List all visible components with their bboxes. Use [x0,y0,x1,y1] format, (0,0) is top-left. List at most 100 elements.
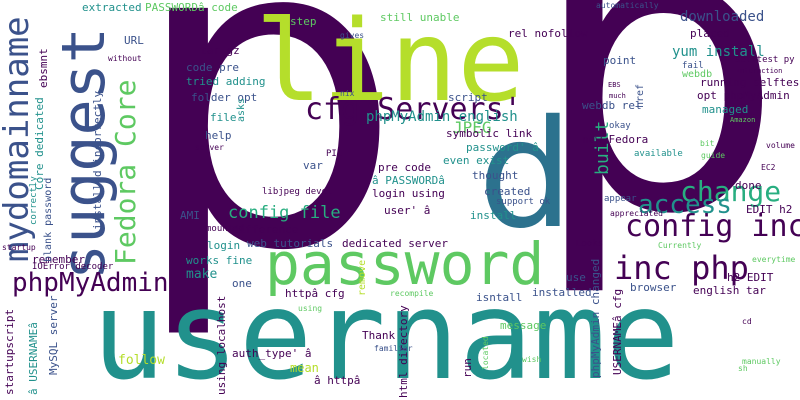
word-managed: managed [702,103,749,116]
word-edit-h2: EDIT h2 [746,203,793,216]
word-script: script [448,91,488,104]
word-appreciated: appreciated [610,209,663,218]
word-installed-incorrectly: installed incorrectly [91,90,104,230]
word-p-right: p [530,0,784,302]
word-using: using [298,304,323,313]
word-cd: cd [742,317,752,326]
word-appear: appear [604,194,637,204]
word-phpmyadmin-changed: phpMyAdmin changed [589,258,602,378]
word-usernamea-cfg: USERNAMEâ cfg [611,288,624,375]
word-code-pre: code pre [186,61,239,74]
word-sh: sh [738,364,748,373]
word-change: change [680,175,782,208]
word-login: login [207,239,241,252]
word-phpmyadmin-english: phpMyAdmin english [366,109,518,125]
word-bit: bit [700,139,715,148]
word-point: point [603,54,637,67]
word-wish: wish [522,355,542,364]
word-use: use [566,271,586,284]
word-everytime: everytime [752,255,796,264]
word-mounted: mounted [206,224,244,234]
word-ec2: EC2 [761,163,776,172]
word-url: URL [124,34,144,47]
word-correctly: correctly [29,176,39,225]
word-yum-install: yum install [672,44,765,60]
word-ioerror-decoder: IOError decoder [32,262,114,272]
word-thank: Thank [362,329,396,342]
word-interaction: interaction [736,67,783,75]
word-server: server [195,143,224,152]
word-english-tar: english tar [693,284,766,297]
word-support-ok: support ok [496,197,551,207]
word-startup: startup [2,243,36,252]
word-mydomainname: mydomainname [0,16,37,262]
word-run: run [461,358,474,378]
word-a-passworda: â PASSWORDâ [372,174,445,187]
word-new-fedora: new Fedora [582,133,649,146]
word-ami: AMI [180,209,200,222]
word-selftest-py: selftest py [735,55,795,65]
word-phpmyadmin: phpMyAdmin [12,268,169,298]
word-inc-php: inc php [614,249,749,287]
word-gives: gives [340,31,365,40]
word-p-main: p [130,0,403,345]
word-okay: okay [609,121,631,131]
word-nix: nix [340,89,355,98]
word-still-unable: still unable [380,11,460,24]
word-install: install [470,209,517,222]
word-password-a: password' â [466,141,539,154]
word-line: line [255,0,525,127]
word-tried-adding: tried adding [186,75,266,88]
word-auth-type: auth_type' â [232,347,312,360]
word-a-httpa: â httpâ [314,374,361,387]
word-thought: thought [472,169,519,182]
word-help: help [205,129,232,142]
word-config-file: config file [228,203,341,223]
word-opt-phpmyadmin: opt phpMyAdmin [697,89,790,102]
word-recompile: recompile [390,289,434,298]
word-dedicated-server: dedicated server [342,237,448,250]
word-symbolic-link: symbolic link [446,127,533,140]
word-done: done [735,179,762,192]
word-using-localhost: using localhost [215,295,228,395]
word-browser: browser [630,281,677,294]
word-startupscript: startupscript [3,308,16,395]
word-href: href [635,83,646,108]
word-much: much [609,92,626,100]
word-var: var [303,159,323,172]
word-ebs: EBS [608,81,621,89]
word-downloaded: downloaded [680,9,765,25]
word-username: username [92,265,680,400]
word-httpa-cfg: httpâ cfg [285,287,345,300]
word-remove: remove [357,259,368,296]
word-step: step [290,15,317,28]
word-installed: installed [532,286,592,299]
word-created: created [484,185,531,198]
word-follow: follow [118,353,165,368]
word-automatically: automatically [596,1,659,10]
word-difference: difference [232,223,299,236]
word-fedora-core: Fedora Core [109,79,142,265]
word-webdb: webdb [682,69,713,80]
word-one: one [232,277,252,290]
word-mysql-server: MySQL server [47,295,60,375]
word-located: located [481,336,490,370]
word-ebsmnt: ebsmnt [37,48,50,88]
word-pil: PIL [326,149,343,159]
word-libjpeg-devel: libjpeg devel [262,187,333,197]
word-folder-opt: folder opt [191,91,258,104]
word-make: make [186,267,218,282]
word-h2-edit: h2 EDIT [727,271,774,284]
word-cfg-servers: cfg Servers' [305,92,522,127]
word-access: access [638,190,732,220]
word-message: message [500,319,547,332]
word-running-selftest: running selftest [700,76,800,89]
word-even-exist: even exist [443,154,510,167]
word-pre-code: pre code [378,161,431,174]
word-user-a: user' â [384,204,431,217]
word-file: file [210,111,237,124]
word-login-using: login using [372,187,445,200]
word-rel-nofollow: rel nofollow [508,27,588,40]
word-suggest: suggest [49,27,119,280]
